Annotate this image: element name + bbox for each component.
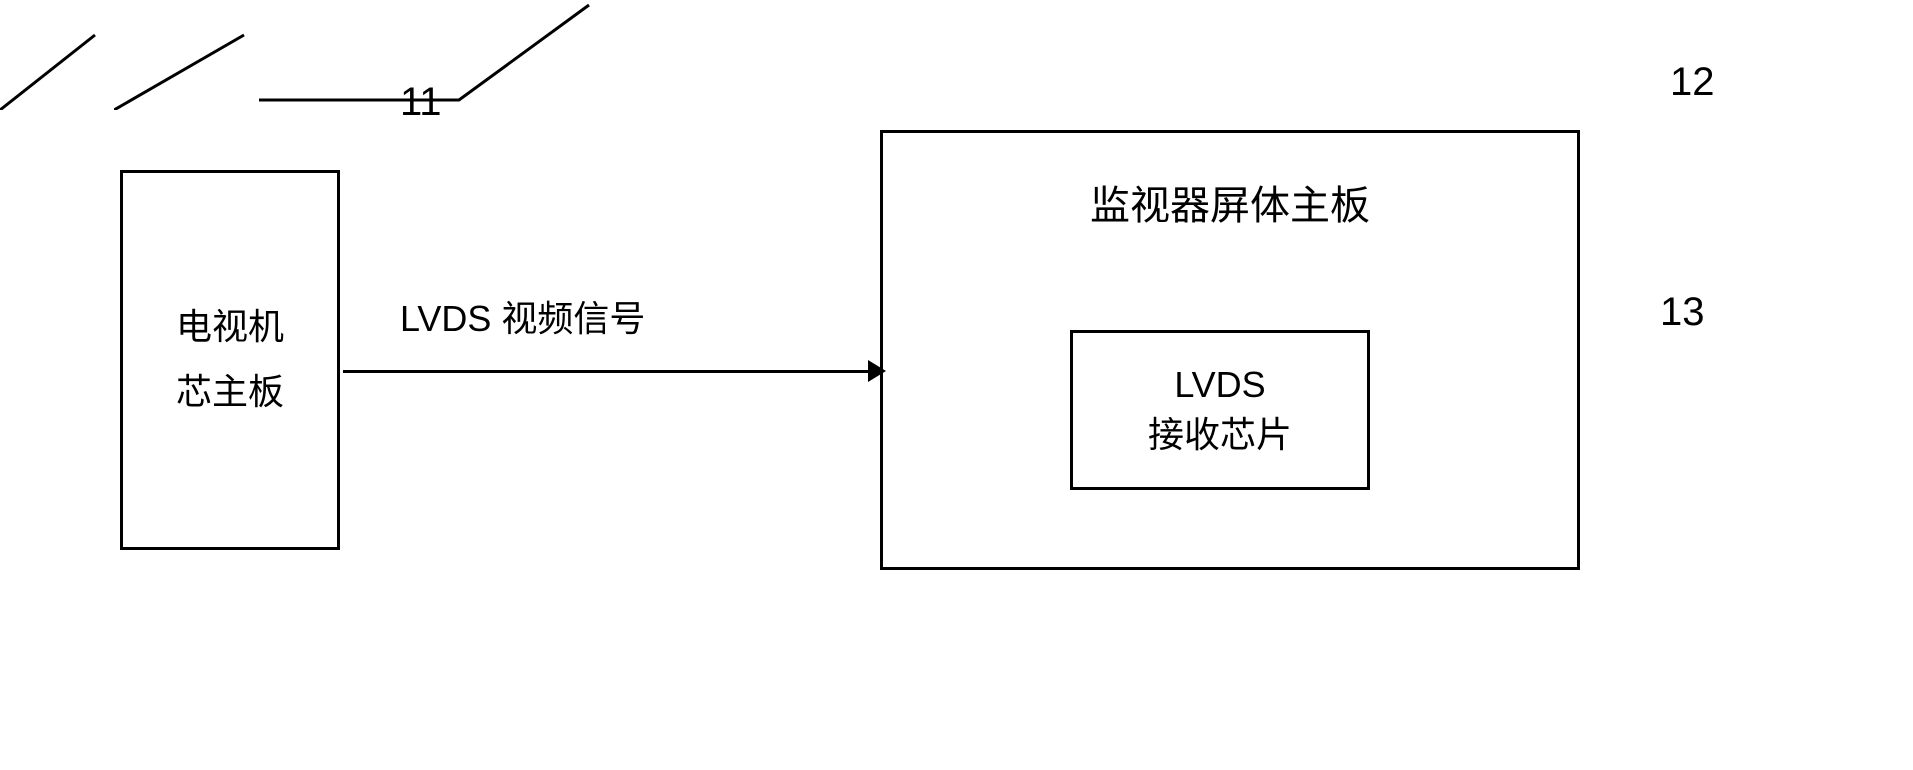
inner-box-text-line2: 接收芯片 [1148, 410, 1292, 460]
left-box-text-line2: 芯主板 [176, 360, 284, 425]
callout-12-line [114, 30, 254, 110]
inner-box-text-line1: LVDS [1174, 360, 1265, 410]
arrow-label: LVDS 视频信号 [400, 290, 645, 342]
diagram-container: 电视机 芯主板 监视器屏体主板 LVDS 接收芯片 LVDS 视频信号 11 1… [0, 0, 1913, 770]
left-box-tv-mainboard: 电视机 芯主板 [120, 170, 340, 550]
arrow-head-icon [868, 360, 886, 382]
left-box-text-line1: 电视机 [176, 295, 284, 360]
callout-label-12: 12 [1670, 60, 1715, 105]
arrow-line [343, 370, 880, 373]
callout-label-11: 11 [400, 80, 442, 125]
inner-box-lvds-chip: LVDS 接收芯片 [1070, 330, 1370, 490]
callout-label-13: 13 [1660, 290, 1705, 335]
right-box-title: 监视器屏体主板 [883, 173, 1577, 231]
callout-11-line [0, 30, 110, 110]
